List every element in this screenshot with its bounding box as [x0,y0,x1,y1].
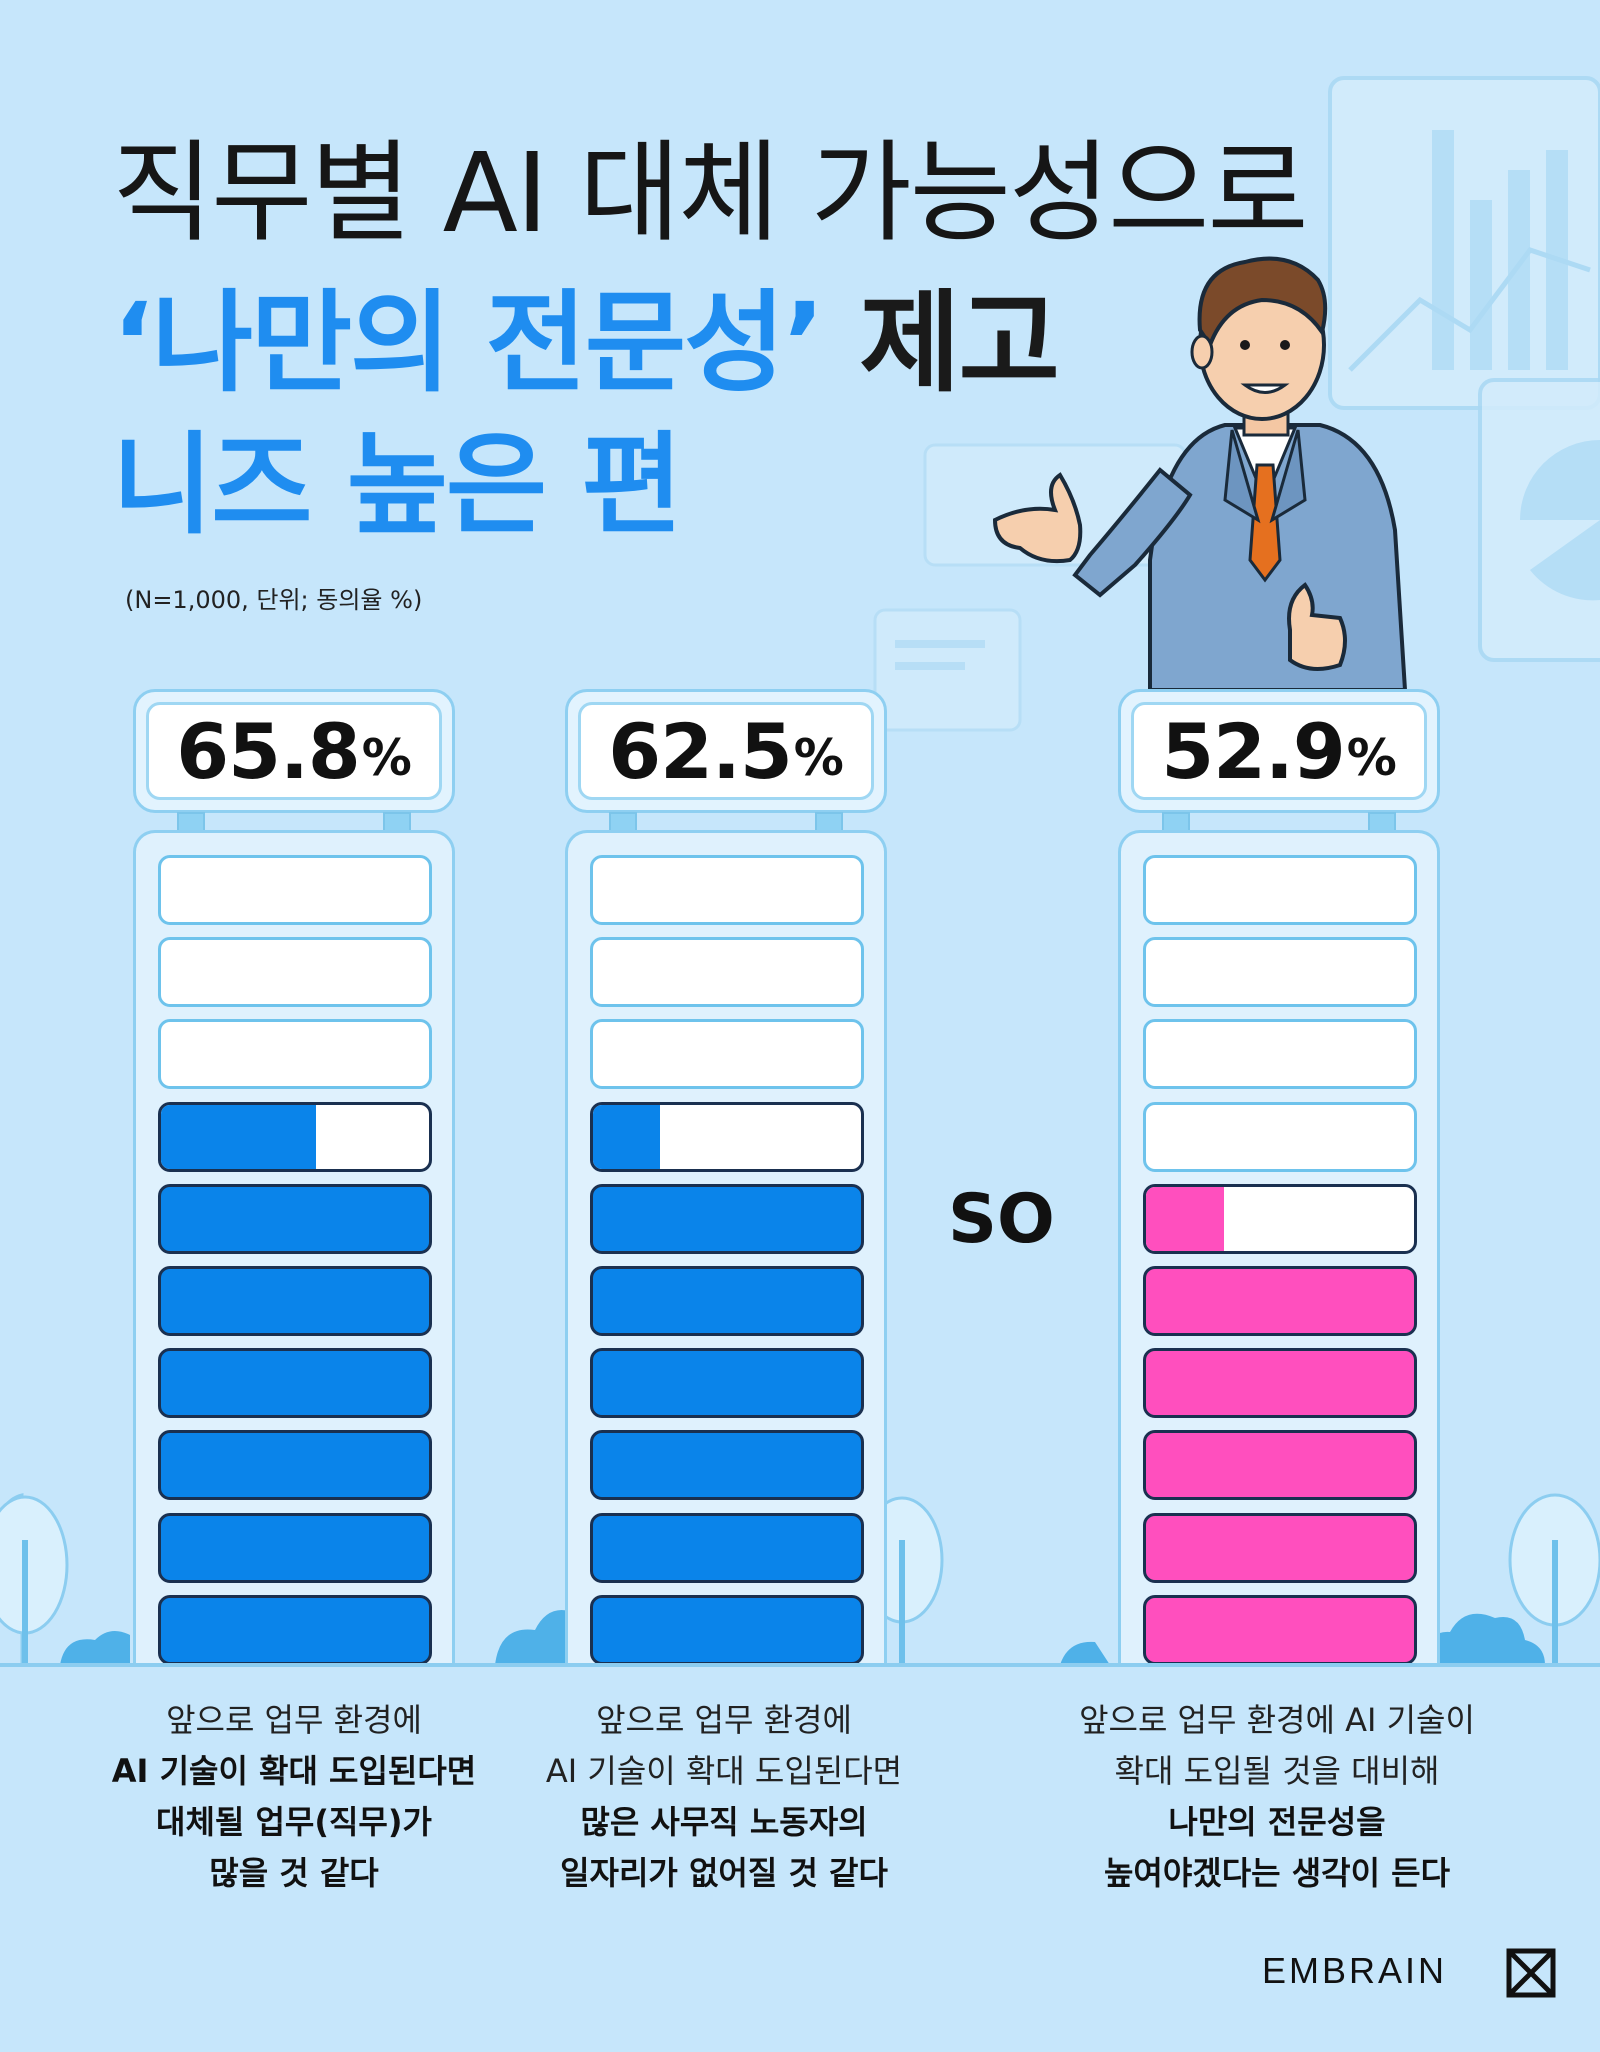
bar-tower [1118,830,1440,1666]
bar-segment-partial [158,1101,432,1172]
bar-segment-empty [590,855,864,925]
bar-segment-empty [590,1019,864,1090]
bar-segment-filled [1143,1430,1417,1501]
value-label-unit: % [1346,729,1397,787]
bar-segment-filled [1143,1348,1417,1419]
bar-segment-filled [590,1266,864,1336]
value-label-box: 52.9% [1118,689,1440,813]
caption-line: 나만의 전문성을 [1168,1803,1386,1841]
caption-line: 대체될 업무(직무)가 [156,1803,432,1841]
bar-segment-empty [1143,937,1417,1008]
title-line-1: 직무별 AI 대체 가능성으로 [112,129,1309,257]
value-label-box: 62.5% [565,689,887,813]
sample-note: (N=1,000, 단위; 동의율 %) [125,586,423,614]
bar-tower [565,830,887,1666]
bar-segment-fill [1146,1186,1224,1251]
tower-connector [1368,812,1396,832]
tower-connector [815,812,843,832]
caption-line: 많을 것 같다 [209,1854,379,1892]
title-highlight: ‘나만의 전문성’ [112,279,825,407]
bar-segment-filled [590,1512,864,1583]
ground-line [0,1663,1600,1667]
bar-segment-fill [593,1104,660,1169]
bar-segment-empty [158,855,432,925]
bar-segment-empty [1143,855,1417,925]
caption-line: AI 기술이 확대 도입된다면 [111,1752,477,1790]
bar-segment-fill [161,1104,317,1169]
bar-segment-filled [158,1512,432,1583]
value-label-box: 65.8% [133,689,455,813]
caption-line: 일자리가 없어질 것 같다 [560,1854,888,1892]
caption-line: 앞으로 업무 환경에 AI 기술이 [1079,1701,1475,1739]
bar-segment-filled [158,1183,432,1254]
caption-line: 많은 사무직 노동자의 [580,1803,868,1841]
bar-segment-empty [1143,1019,1417,1090]
tower-connector [383,812,411,832]
bar-tower [133,830,455,1666]
bar-segment-filled [590,1594,864,1665]
title-tail: 제고 [823,279,1059,407]
pie-chart-panel-icon [1478,378,1600,662]
tower-connector [177,812,205,832]
bar-segment-filled [158,1266,432,1336]
caption-line: 높여야겠다는 생각이 든다 [1103,1854,1451,1892]
caption-line: 확대 도입될 것을 대비해 [1114,1752,1440,1790]
bar-segment-filled [590,1348,864,1419]
tower-connector [609,812,637,832]
value-label-unit: % [793,729,844,787]
bar-segment-empty [1143,1101,1417,1172]
bar-segment-partial [590,1101,864,1172]
bar-segment-filled [1143,1512,1417,1583]
bar-segment-filled [158,1430,432,1501]
value-label: 52.9% [1131,702,1427,800]
bar-segment-empty [158,937,432,1008]
tower-connector [1162,812,1190,832]
bar-segment-partial [1143,1183,1417,1254]
bar-segment-filled [1143,1594,1417,1665]
bar-segment-filled [158,1594,432,1665]
bar-segment-empty [158,1019,432,1090]
caption-line: AI 기술이 확대 도입된다면 [545,1752,903,1790]
bar-segment-filled [158,1348,432,1419]
dashboard-panel-icon [1328,76,1600,410]
document-card-icon [873,443,1187,732]
value-label-number: 62.5 [608,706,793,796]
bar-segment-filled [590,1430,864,1501]
value-label: 65.8% [146,702,442,800]
bar-segment-filled [590,1183,864,1254]
value-label: 62.5% [578,702,874,800]
caption-line: 앞으로 업무 환경에 [166,1701,422,1739]
value-label-unit: % [361,729,412,787]
title-line-3: 니즈 높은 편 [112,421,683,549]
caption-line: 앞으로 업무 환경에 [596,1701,852,1739]
bar-segment-empty [590,937,864,1008]
title-line-2: ‘나만의 전문성’ 제고 [112,288,1060,398]
value-label-number: 65.8 [176,706,361,796]
value-label-number: 52.9 [1161,706,1346,796]
brand-logo-text: EMBRAIN [1262,1950,1448,1991]
bar-segment-filled [1143,1266,1417,1336]
brand-logo-icon [1506,1948,1556,1998]
so-connector-label: SO [948,1180,1055,1259]
